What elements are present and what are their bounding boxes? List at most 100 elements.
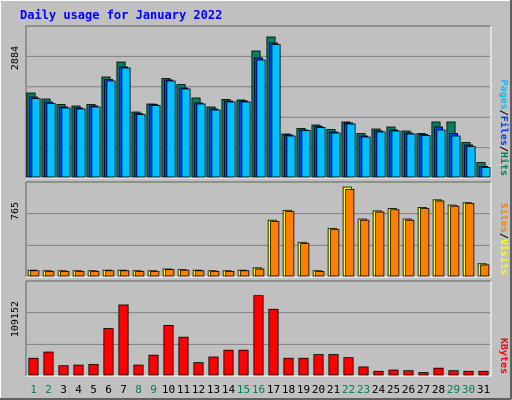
- bar-sites: [450, 205, 460, 277]
- bar-kbytes: [478, 370, 489, 376]
- bar-pages: [301, 130, 311, 178]
- bar-pages: [226, 101, 236, 178]
- bar-sites: [150, 270, 160, 277]
- series-pages: [31, 44, 491, 178]
- bar-pages: [376, 131, 386, 178]
- legend-entry: Sites: [498, 203, 510, 233]
- bar-kbytes: [118, 304, 129, 376]
- bar-sites: [360, 219, 370, 277]
- bar-kbytes: [88, 364, 99, 376]
- bar-sites: [180, 269, 190, 277]
- bar-pages: [61, 107, 71, 178]
- bar-pages: [421, 135, 431, 178]
- bar-pages: [331, 132, 341, 178]
- bar-pages: [46, 103, 56, 178]
- x-tick-label: 3: [60, 383, 67, 396]
- bar-sites: [165, 269, 175, 277]
- bar-kbytes: [253, 295, 264, 376]
- x-tick-label: 5: [90, 383, 97, 396]
- panel-middle-max-label: 765: [10, 202, 21, 220]
- bar-sites: [330, 229, 340, 277]
- x-tick-label: 18: [282, 383, 295, 396]
- x-tick-label: 20: [312, 383, 325, 396]
- bar-sites: [225, 270, 235, 277]
- x-tick-label: 17: [267, 383, 280, 396]
- bar-sites: [60, 270, 70, 277]
- x-tick-label: 22: [342, 383, 355, 396]
- x-axis-labels: 1 2 3 4 5 6 7 8 9 10 11 12 13 14 15 16 17 18 19 20 21 22 23 24 2…: [30, 383, 490, 396]
- x-tick-label: 26: [402, 383, 415, 396]
- bar-sites: [75, 270, 85, 277]
- panel-top-max-label: 2884: [10, 46, 21, 70]
- bar-kbytes: [268, 308, 279, 376]
- bar-pages: [151, 105, 161, 178]
- bar-sites: [480, 264, 490, 277]
- bar-pages: [106, 80, 116, 178]
- bar-kbytes: [133, 364, 144, 376]
- bar-sites: [105, 270, 115, 277]
- bar-pages: [256, 59, 266, 178]
- bar-sites: [345, 188, 355, 277]
- legend-entry: KBytes: [498, 338, 509, 374]
- x-tick-label: 4: [75, 383, 82, 396]
- legend-entry: Hits: [498, 152, 510, 176]
- x-tick-label: 10: [162, 383, 175, 396]
- x-tick-label: 24: [372, 383, 386, 396]
- bar-pages: [286, 135, 296, 178]
- x-tick-label: 23: [357, 383, 370, 396]
- bar-kbytes: [208, 356, 219, 376]
- panel-bottom-max-label: 109152: [10, 301, 21, 337]
- x-tick-label: 21: [327, 383, 340, 396]
- bar-kbytes: [178, 336, 189, 376]
- bar-sites: [45, 270, 55, 277]
- x-tick-label: 12: [192, 383, 205, 396]
- bar-sites: [300, 243, 310, 277]
- bar-kbytes: [73, 364, 84, 376]
- bar-kbytes: [43, 351, 54, 376]
- bar-kbytes: [148, 354, 159, 376]
- bar-kbytes: [193, 362, 204, 376]
- legend-entry: Visits: [498, 239, 510, 275]
- bar-kbytes: [103, 328, 114, 376]
- x-tick-label: 9: [150, 383, 157, 396]
- bar-sites: [465, 202, 475, 277]
- legend-entry: Pages: [498, 80, 509, 110]
- bar-kbytes: [283, 357, 294, 376]
- bar-sites: [135, 270, 145, 277]
- x-tick-label: 28: [432, 383, 445, 396]
- bar-pages: [241, 101, 251, 178]
- x-tick-label: 31: [477, 383, 490, 396]
- bar-pages: [136, 114, 146, 178]
- panel-top: 2884 Pages/Files/Hits: [10, 25, 510, 179]
- bar-sites: [285, 211, 295, 277]
- bar-kbytes: [163, 324, 174, 376]
- bar-pages: [361, 136, 371, 178]
- bar-kbytes: [298, 357, 309, 376]
- bar-kbytes: [58, 365, 69, 376]
- bar-pages: [391, 130, 401, 178]
- x-tick-label: 13: [207, 383, 220, 396]
- bar-pages: [121, 67, 131, 178]
- bar-pages: [181, 88, 191, 178]
- bar-pages: [346, 123, 356, 178]
- bar-kbytes: [373, 370, 384, 376]
- x-tick-label: 15: [237, 383, 250, 396]
- bar-sites: [405, 219, 415, 277]
- bar-pages: [316, 127, 326, 178]
- bar-sites: [210, 270, 220, 277]
- panel-middle: 765 Sites/Visits: [10, 181, 510, 278]
- panel-top-legend: Pages/Files/Hits: [498, 80, 510, 176]
- bar-pages: [466, 146, 476, 178]
- bar-pages: [451, 135, 461, 178]
- bar-sites: [90, 270, 100, 277]
- series-kbytes: [28, 295, 489, 376]
- bar-sites: [390, 209, 400, 277]
- bar-sites: [435, 200, 445, 277]
- panel-bottom-legend: KBytes: [498, 338, 509, 374]
- x-tick-label: 14: [222, 383, 236, 396]
- bar-pages: [271, 44, 281, 178]
- bar-kbytes: [448, 370, 459, 376]
- bar-kbytes: [463, 370, 474, 376]
- bar-kbytes: [313, 354, 324, 376]
